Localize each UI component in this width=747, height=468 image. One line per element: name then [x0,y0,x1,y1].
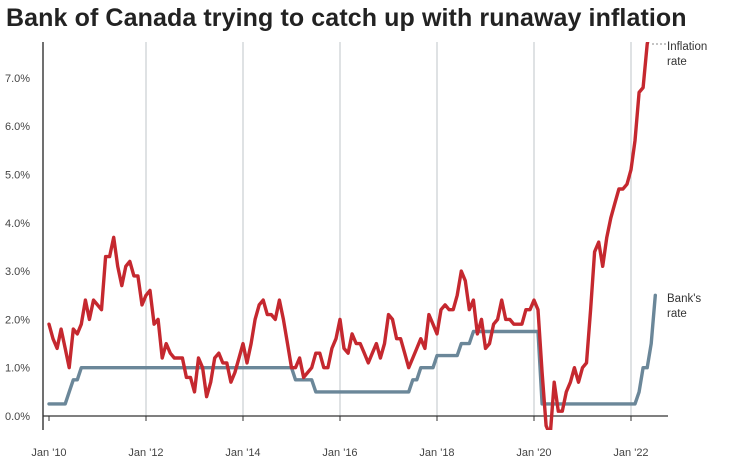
y-tick-label: 3.0% [5,266,30,278]
legend-bank-label-2: rate [667,308,687,320]
x-tick-label: Jan '10 [31,447,66,459]
legend-bank-label-1: Bank's [667,293,701,305]
y-tick-label: 2.0% [5,314,30,326]
series-lines [47,42,666,430]
x-tick-label: Jan '20 [516,447,551,459]
x-tick-label: Jan '22 [613,447,648,459]
chart-title: Bank of Canada trying to catch up with r… [6,4,687,32]
legend: Inflation rate Bank's rate [667,41,707,320]
gridlines [145,42,632,416]
y-tick-label: 6.0% [5,121,30,133]
x-tick-label: Jan '16 [322,447,357,459]
x-tick-label: Jan '18 [419,447,454,459]
legend-inflation-label-1: Inflation [667,41,707,53]
x-tick-labels: Jan '10 Jan '12 Jan '14 Jan '16 Jan '18 Jan '… [31,447,648,459]
axes [42,42,668,430]
y-tick-label: 4.0% [5,218,30,230]
legend-inflation-label-2: rate [667,56,687,68]
bank-rate-line [47,293,657,406]
y-tick-label: 1.0% [5,363,30,375]
y-tick-labels: 0.0% 1.0% 2.0% 3.0% 4.0% 5.0% 6.0% 7.0% [5,73,30,423]
y-tick-label: 5.0% [5,170,30,182]
x-tick-label: Jan '12 [128,447,163,459]
y-tick-label: 0.0% [5,411,30,423]
x-tick-label: Jan '14 [225,447,260,459]
inflation-rate-line [47,42,650,430]
y-tick-label: 7.0% [5,73,30,85]
